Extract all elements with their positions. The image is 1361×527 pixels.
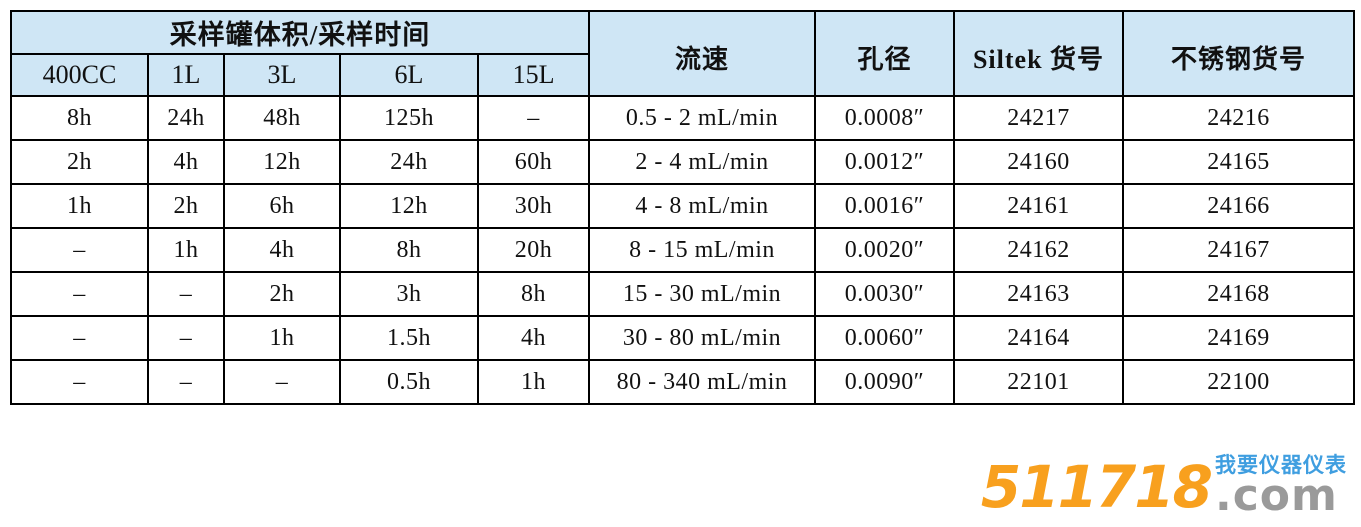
table-cell: 4h bbox=[223, 227, 341, 273]
header-stainless-part: 不锈钢货号 bbox=[1122, 10, 1356, 97]
flow-rate-cell: 2 - 4 mL/min bbox=[588, 139, 817, 185]
table-cell: – bbox=[10, 227, 149, 273]
siltek-part-cell: 24161 bbox=[953, 183, 1125, 229]
table-row: 1h 2h 6h 12h 30h 4 - 8 mL/min 0.0016″ 24… bbox=[10, 183, 1356, 229]
table-cell: 1.5h bbox=[339, 315, 479, 361]
table-cell: 1h bbox=[147, 227, 225, 273]
table-cell: 8h bbox=[476, 271, 591, 317]
table-cell: – bbox=[147, 359, 225, 405]
header-volume-6l: 6L bbox=[339, 53, 479, 97]
pore-size-cell: 0.0060″ bbox=[814, 315, 956, 361]
table-cell: 125h bbox=[339, 95, 479, 141]
siltek-part-cell: 24160 bbox=[953, 139, 1125, 185]
table-cell: 8h bbox=[10, 95, 149, 141]
table-cell: 8h bbox=[339, 227, 479, 273]
table-cell: 1h bbox=[10, 183, 149, 229]
pore-size-cell: 0.0090″ bbox=[814, 359, 956, 405]
table-cell: – bbox=[476, 95, 591, 141]
table-cell: 24h bbox=[339, 139, 479, 185]
table-row: 2h 4h 12h 24h 60h 2 - 4 mL/min 0.0012″ 2… bbox=[10, 139, 1356, 185]
table-cell: 0.5h bbox=[339, 359, 479, 405]
stainless-part-cell: 24169 bbox=[1122, 315, 1356, 361]
table-cell: 2h bbox=[10, 139, 149, 185]
flow-rate-cell: 4 - 8 mL/min bbox=[588, 183, 817, 229]
pore-size-cell: 0.0030″ bbox=[814, 271, 956, 317]
table-cell: 1h bbox=[476, 359, 591, 405]
table-row: 8h 24h 48h 125h – 0.5 - 2 mL/min 0.0008″… bbox=[10, 95, 1356, 141]
table-cell: 24h bbox=[147, 95, 225, 141]
header-volume-3l: 3L bbox=[223, 53, 341, 97]
table-cell: – bbox=[147, 315, 225, 361]
table-cell: 4h bbox=[476, 315, 591, 361]
table-cell: 2h bbox=[147, 183, 225, 229]
header-row-volumes: 400CC 1L 3L 6L 15L bbox=[10, 53, 1354, 97]
header-row-group: 采样罐体积/采样时间 流速 孔径 Siltek 货号 不锈钢货号 bbox=[9, 10, 1356, 97]
stainless-part-cell: 24167 bbox=[1122, 227, 1356, 273]
header-volume-time: 采样罐体积/采样时间 bbox=[9, 10, 591, 55]
header-volume-400cc: 400CC bbox=[10, 53, 149, 97]
table-cell: 2h bbox=[223, 271, 341, 317]
flow-rate-cell: 30 - 80 mL/min bbox=[588, 315, 817, 361]
flow-rate-cell: 0.5 - 2 mL/min bbox=[588, 95, 817, 141]
pore-size-cell: 0.0008″ bbox=[814, 95, 956, 141]
header-volume-15l: 15L bbox=[476, 53, 591, 97]
table-cell: 3h bbox=[339, 271, 479, 317]
stainless-part-cell: 24216 bbox=[1122, 95, 1356, 141]
logo-number: 511718 bbox=[980, 452, 1213, 521]
logo-tagline: 我要仪器仪表 bbox=[1215, 452, 1347, 477]
siltek-part-cell: 24163 bbox=[953, 271, 1125, 317]
table-cell: 12h bbox=[223, 139, 341, 185]
511718-watermark-logo: 511718 我要仪器仪表 .com bbox=[980, 452, 1347, 521]
siltek-part-cell: 24217 bbox=[953, 95, 1125, 141]
stainless-part-cell: 22100 bbox=[1122, 359, 1356, 405]
header-siltek-part: Siltek 货号 bbox=[953, 10, 1125, 97]
table-cell: 1h bbox=[223, 315, 341, 361]
table-cell: 12h bbox=[339, 183, 479, 229]
flow-rate-cell: 80 - 340 mL/min bbox=[588, 359, 817, 405]
pore-size-cell: 0.0016″ bbox=[814, 183, 956, 229]
table-cell: – bbox=[10, 271, 149, 317]
logo-tld: .com bbox=[1215, 469, 1338, 521]
table-cell: 20h bbox=[476, 227, 591, 273]
sampling-canister-spec-table: 采样罐体积/采样时间 流速 孔径 Siltek 货号 不锈钢货号 400CC 1… bbox=[9, 10, 1356, 405]
flow-rate-cell: 8 - 15 mL/min bbox=[588, 227, 817, 273]
table-row: – – – 0.5h 1h 80 - 340 mL/min 0.0090″ 22… bbox=[10, 359, 1356, 405]
table-cell: 4h bbox=[147, 139, 225, 185]
pore-size-cell: 0.0012″ bbox=[814, 139, 956, 185]
table-cell: 60h bbox=[476, 139, 591, 185]
header-pore-size: 孔径 bbox=[814, 10, 956, 97]
table-cell: 6h bbox=[223, 183, 341, 229]
table-row: – – 1h 1.5h 4h 30 - 80 mL/min 0.0060″ 24… bbox=[10, 315, 1356, 361]
table-cell: 48h bbox=[223, 95, 341, 141]
stainless-part-cell: 24168 bbox=[1122, 271, 1356, 317]
siltek-part-cell: 24164 bbox=[953, 315, 1125, 361]
table-cell: – bbox=[10, 359, 149, 405]
header-volume-1l: 1L bbox=[147, 53, 225, 97]
table-cell: – bbox=[223, 359, 341, 405]
table-row: – – 2h 3h 8h 15 - 30 mL/min 0.0030″ 2416… bbox=[10, 271, 1356, 317]
table-cell: – bbox=[10, 315, 149, 361]
table-cell: 30h bbox=[476, 183, 591, 229]
logo-right-block: 我要仪器仪表 .com bbox=[1215, 452, 1347, 521]
stainless-part-cell: 24166 bbox=[1122, 183, 1356, 229]
siltek-part-cell: 22101 bbox=[953, 359, 1125, 405]
header-flow-rate: 流速 bbox=[588, 10, 817, 97]
table-cell: – bbox=[147, 271, 225, 317]
stainless-part-cell: 24165 bbox=[1122, 139, 1356, 185]
table-row: – 1h 4h 8h 20h 8 - 15 mL/min 0.0020″ 241… bbox=[10, 227, 1356, 273]
pore-size-cell: 0.0020″ bbox=[814, 227, 956, 273]
siltek-part-cell: 24162 bbox=[953, 227, 1125, 273]
flow-rate-cell: 15 - 30 mL/min bbox=[588, 271, 817, 317]
